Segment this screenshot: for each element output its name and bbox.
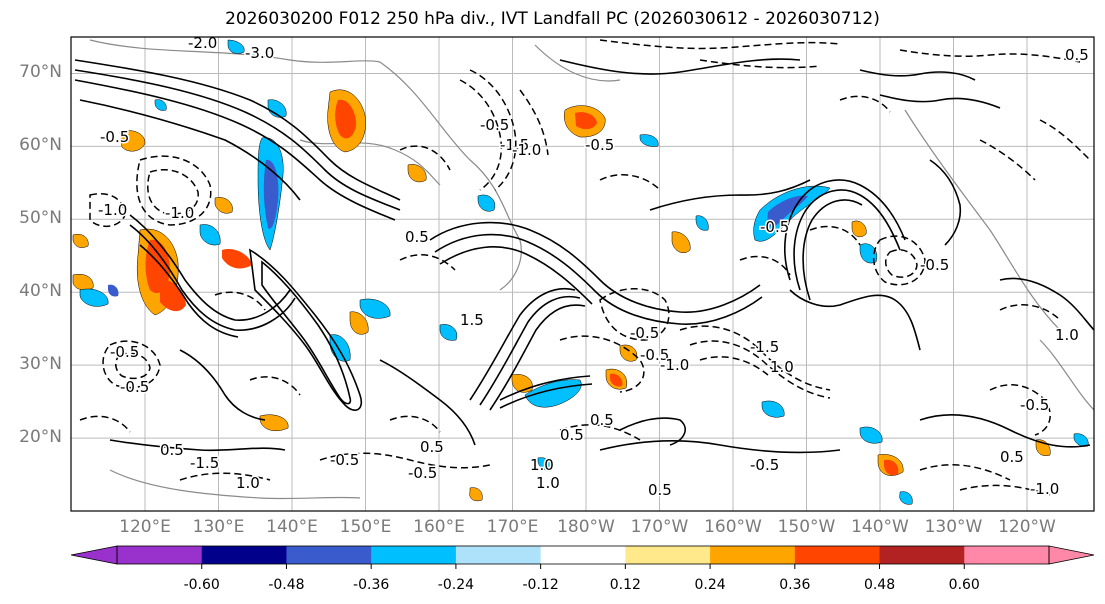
longitude-label: 170°W <box>630 517 689 537</box>
contour-value-label: 1.0 <box>530 456 554 474</box>
colorbar-tick-label: 0.36 <box>779 577 811 593</box>
contour-value-label: 1.0 <box>770 358 794 376</box>
colorbar-bin <box>625 546 711 564</box>
contour-value-label: 0.5 <box>1000 448 1024 466</box>
colorbar-tick-label: 0.48 <box>863 577 896 593</box>
contour-value-label: 0.5 <box>648 481 672 499</box>
contour-value-label: -0.5 <box>585 136 614 154</box>
longitude-label: 120°E <box>119 517 171 537</box>
contour-value-label: -3.0 <box>245 44 274 62</box>
contour-value-label: 1.0 <box>1055 326 1079 344</box>
longitude-label: 150°E <box>339 517 392 537</box>
longitude-label: 130°W <box>924 517 983 537</box>
colorbar-bin <box>201 546 287 564</box>
contour-value-label: -1.5 <box>500 136 529 154</box>
colorbar-bin <box>879 546 965 564</box>
contour-value-label: 0.5 <box>420 438 444 456</box>
dashed-contours <box>79 39 1091 496</box>
colorbar-bin <box>455 546 542 564</box>
colorbar-tick-label: -0.12 <box>522 577 559 593</box>
colorbar-left-extend <box>70 545 118 565</box>
latitude-label: 40°N <box>19 281 62 302</box>
colorbar-tick-label: 0.60 <box>948 577 980 593</box>
contour-value-label: -0.5 <box>630 324 659 342</box>
contour-value-label: -0.5 <box>640 346 669 364</box>
colorbar-tick-label: -0.36 <box>353 577 390 593</box>
colorbar-tick-label: -0.48 <box>268 577 305 593</box>
contour-value-label: -0.5 <box>920 256 949 274</box>
colorbar-tick-label: -0.60 <box>183 577 220 593</box>
longitude-label: 140°E <box>266 517 318 537</box>
longitude-label: 130°E <box>192 517 245 537</box>
contour-value-label: -0.5 <box>330 451 359 469</box>
latitude-label: 70°N <box>19 62 62 83</box>
colorbar-bin <box>117 546 203 564</box>
latitude-label: 60°N <box>19 135 62 156</box>
contour-value-label: -0.5 <box>100 128 129 146</box>
colorbar-right-extend <box>1048 545 1095 565</box>
longitude-label: 160°E <box>413 517 465 537</box>
contour-value-label: 0.5 <box>560 426 584 444</box>
latitude-label: 20°N <box>19 427 62 448</box>
map-title: 2026030200 F012 250 hPa div., IVT Landfa… <box>225 9 880 29</box>
longitude-label: 170°E <box>486 517 539 537</box>
shaded-divergence <box>72 39 1089 505</box>
contour-value-label: 0.5 <box>590 411 614 429</box>
colorbar-bin <box>710 546 796 564</box>
contour-value-label: 1.0 <box>536 474 560 492</box>
contour-value-label: -1.5 <box>190 454 219 472</box>
contour-value-label: -0.5 <box>408 464 437 482</box>
contour-value-label: -1.0 <box>660 356 689 374</box>
solid-contours <box>74 58 1094 454</box>
longitude-label: 180°W <box>557 517 615 537</box>
contour-labels: -1.0-0.5-0.5-1.0-0.5-2.0-3.0-0.5-1.5-1.0… <box>97 34 1091 501</box>
colorbar <box>70 545 1095 569</box>
contour-value-label: -0.5 <box>760 218 789 236</box>
contour-value-label: -0.5 <box>480 116 509 134</box>
longitude-label: 150°W <box>777 517 836 537</box>
latitude-label: 30°N <box>19 354 62 375</box>
contour-value-label: -1.0 <box>98 201 127 219</box>
contour-value-label: -0.5 <box>750 456 779 474</box>
coastlines <box>89 39 1094 500</box>
contour-value-label: -1.5 <box>750 338 779 356</box>
colorbar-bin <box>964 546 1050 564</box>
longitude-label: 140°W <box>851 517 909 537</box>
contour-value-label: -2.0 <box>188 34 217 52</box>
contour-value-label: 0.5 <box>405 228 429 246</box>
contour-value-label: -0.5 <box>110 343 139 361</box>
colorbar-tick-label: -0.24 <box>437 577 475 593</box>
contour-value-label: 0.5 <box>1065 46 1089 64</box>
contour-value-label: -1.0 <box>512 141 541 159</box>
colorbar-tick-label: 0.12 <box>609 577 641 593</box>
contour-value-label: -0.5 <box>120 378 149 396</box>
contour-value-label: 1.5 <box>460 311 484 329</box>
colorbar-bin <box>286 546 372 564</box>
colorbar-frame <box>116 545 1050 565</box>
contour-value-label: -1.0 <box>1030 480 1059 498</box>
colorbar-bin <box>794 546 881 564</box>
colorbar-bin <box>540 546 626 564</box>
contour-value-label: 1.0 <box>236 474 260 492</box>
latitude-label: 50°N <box>19 208 62 229</box>
contour-value-label: -0.5 <box>1020 396 1049 414</box>
colorbar-tick-label: 0.24 <box>694 577 726 593</box>
longitude-label: 160°W <box>704 517 762 537</box>
colorbar-bin <box>371 546 457 564</box>
longitude-label: 120°W <box>998 517 1056 537</box>
map-frame <box>70 36 1095 512</box>
contour-value-label: -1.0 <box>165 204 194 222</box>
contour-value-label: 0.5 <box>160 441 184 459</box>
